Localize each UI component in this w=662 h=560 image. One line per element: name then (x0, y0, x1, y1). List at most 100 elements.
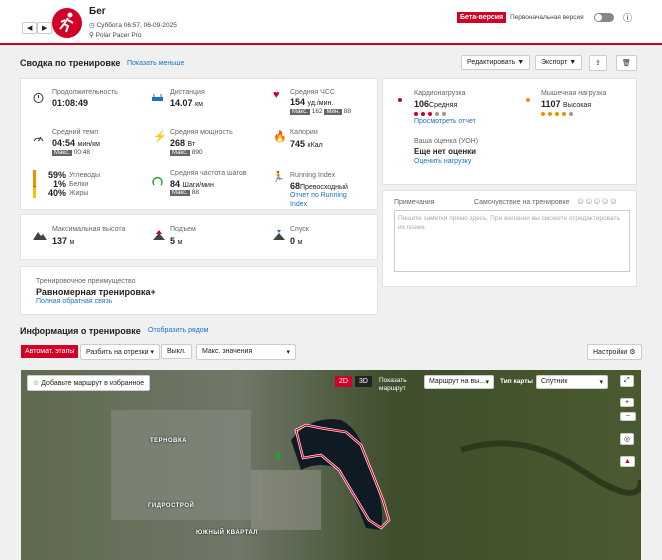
decoration (541, 112, 545, 116)
power-unit: Вт (187, 141, 196, 148)
export-text: Экспорт (541, 59, 568, 66)
map-type-label: Тип карты (500, 378, 533, 385)
decoration (595, 14, 602, 21)
notes-panel (382, 190, 637, 287)
decoration (275, 453, 281, 459)
cardio-report[interactable]: Просмотреть отчет (414, 118, 476, 125)
version-toggle[interactable] (594, 13, 614, 22)
pace-icon (33, 136, 44, 142)
zoom-in[interactable]: + (620, 398, 635, 407)
zoom-out[interactable]: − (620, 412, 637, 421)
view-3d[interactable]: 3D (355, 376, 372, 387)
hr-min: 88 (343, 108, 352, 115)
hr-number: 154 (290, 97, 306, 107)
running-index-icon: 🏃 (272, 172, 285, 183)
fuel-bar (33, 170, 36, 198)
duration-icon (33, 93, 44, 103)
rpe-link[interactable]: Оценить нагрузку (414, 158, 472, 165)
route-text: Маршрут на вы... (429, 378, 486, 385)
decoration (152, 176, 163, 186)
decoration (460, 440, 641, 496)
power-max: 890 (191, 149, 203, 156)
decoration (67, 12, 73, 18)
ri-label: Running Index (290, 172, 336, 179)
favorite-route[interactable]: ☆ Добавьте маршрут в избранное (27, 375, 151, 391)
decoration (548, 112, 552, 116)
settings-button[interactable]: Настройки ⚙ (587, 344, 642, 360)
hr-label: Средняя ЧСС (290, 89, 335, 96)
header (0, 0, 662, 45)
cardio-number: 106 (414, 99, 430, 109)
feeling-faces[interactable]: ☺☺☺☺☺ (576, 196, 618, 206)
decoration (59, 17, 74, 33)
benefit-panel (20, 266, 378, 315)
max-alt-value: 137 м (52, 236, 74, 246)
prev-button[interactable]: ◀ (22, 22, 38, 34)
split-text: Разбить на отрезки (86, 349, 149, 356)
edit-button[interactable]: Редактировать ▼ (461, 55, 531, 70)
muscle-rating: Высокая (563, 102, 592, 109)
auto-laps[interactable]: Автомат. этапы (21, 345, 79, 358)
decoration (442, 112, 446, 116)
power-value: 268 Вт (170, 138, 195, 148)
decoration (152, 97, 163, 101)
carbs-label: Углеводы (69, 172, 101, 179)
compass[interactable]: ▲ (620, 456, 635, 467)
delete-button[interactable]: 🗑 (616, 55, 637, 71)
max-values-dropdown[interactable]: Макс. значения ▾ (196, 344, 296, 360)
off-button[interactable]: Выкл. (161, 344, 192, 359)
datetime-text: Суббота 06:57, 06-09-2025 (96, 22, 177, 29)
descent-number: 0 (290, 236, 296, 246)
decoration: ▾ (599, 379, 603, 386)
pace-unit: мин/км (77, 141, 100, 148)
show-less[interactable]: Показать меньше (127, 60, 185, 67)
side-by-side[interactable]: Отобразить рядом (148, 327, 209, 334)
rpe-value: Еще нет оценки (414, 147, 477, 156)
info-icon[interactable]: ⓘ (623, 13, 633, 23)
benefit-feedback[interactable]: Полная обратная связь (36, 298, 113, 305)
cadence-unit: Шаги/мин (182, 182, 214, 189)
cadence-number: 84 (170, 179, 181, 189)
pace-range: Макс. 00:48 (52, 149, 90, 156)
hr-unit: уд./мин. (307, 100, 334, 107)
original-version: Первоначальная версия (510, 14, 584, 21)
decoration: ▾ (485, 379, 489, 386)
hr-min-tag: Мин. (324, 109, 342, 115)
decoration (33, 93, 44, 103)
rpe-label: Ваша оценка (УОН) (414, 138, 479, 145)
cardio-rating: Средняя (429, 102, 458, 109)
view-2d[interactable]: 2D (335, 376, 352, 387)
power-range: Макс. 890 (170, 149, 203, 156)
muscle-dot (526, 98, 530, 102)
power-label: Средняя мощность (170, 129, 233, 136)
distance-unit: км (195, 101, 203, 108)
sport-icon (52, 8, 82, 38)
distance-icon (152, 94, 163, 101)
elevation-panel (20, 214, 378, 260)
fullscreen[interactable]: ⤢ (620, 375, 634, 387)
split-dropdown[interactable]: Разбить на отрезки ▾ (80, 344, 161, 360)
ascent-unit: м (177, 239, 183, 246)
decoration (277, 230, 281, 233)
hr-max: 162 (311, 108, 323, 115)
export-button[interactable]: Экспорт ▼ (535, 55, 583, 70)
decoration (414, 112, 418, 116)
map[interactable] (21, 370, 641, 560)
ri-report[interactable]: Отчет по Running Index (290, 192, 347, 208)
beta-badge: Бета-версия (457, 12, 507, 23)
route-dropdown[interactable]: Маршрут на вы... ▾ (424, 375, 494, 389)
locate[interactable]: ◎ (620, 433, 635, 445)
calories-value: 745 кКал (290, 139, 323, 149)
cadence-value: 84 Шаги/мин (170, 179, 214, 189)
show-route[interactable]: Показать маршрут (379, 377, 407, 392)
pace-number: 04:54 (52, 138, 76, 148)
share-button[interactable]: ⇪ (589, 55, 607, 71)
hr-value: 154 уд./мин. (290, 97, 333, 107)
descent-label: Спуск (290, 226, 309, 233)
max-alt-icon (33, 232, 47, 240)
next-button[interactable]: ▶ (37, 22, 53, 34)
map-type-dropdown[interactable]: Спутник ▾ (536, 375, 608, 389)
notes-input[interactable]: Пишите заметки прямо здесь. При желании … (394, 210, 630, 272)
metrics-panel (20, 78, 378, 210)
fat-value: 40% (47, 188, 66, 198)
